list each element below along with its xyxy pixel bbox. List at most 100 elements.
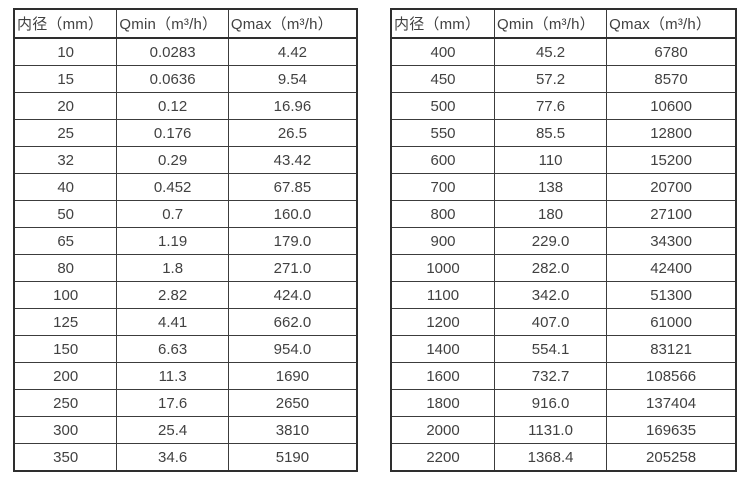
table-row: 100 2.82 424.0 — [13, 281, 358, 309]
col-header-qmin: Qmin（m³/h） — [493, 8, 608, 39]
table-row: 1800 916.0 137404 — [390, 389, 737, 417]
table-row: 550 85.5 12800 — [390, 119, 737, 147]
cell-qmin: 916.0 — [493, 389, 608, 417]
cell-inner-diameter: 250 — [13, 389, 118, 417]
cell-qmax: 424.0 — [227, 281, 358, 309]
cell-qmax: 6780 — [606, 37, 737, 66]
cell-qmin: 17.6 — [116, 389, 229, 417]
cell-qmin: 282.0 — [493, 254, 608, 282]
cell-inner-diameter: 50 — [13, 200, 118, 228]
cell-qmin: 180 — [493, 200, 608, 228]
cell-inner-diameter: 80 — [13, 254, 118, 282]
cell-inner-diameter: 125 — [13, 308, 118, 336]
cell-qmin: 85.5 — [493, 119, 608, 147]
cell-qmin: 554.1 — [493, 335, 608, 363]
table-row: 2200 1368.4 205258 — [390, 443, 737, 472]
table-body: 10 0.0283 4.42 15 0.0636 9.54 20 0.12 16.96 25 0.1… — [13, 37, 358, 472]
cell-qmax: 20700 — [606, 173, 737, 201]
cell-qmax: 42400 — [606, 254, 737, 282]
cell-qmax: 179.0 — [227, 227, 358, 255]
table-row: 250 17.6 2650 — [13, 389, 358, 417]
cell-qmin: 77.6 — [493, 92, 608, 120]
cell-inner-diameter: 25 — [13, 119, 118, 147]
col-header-qmax: Qmax（m³/h） — [227, 8, 358, 39]
table-row: 800 180 27100 — [390, 200, 737, 228]
cell-qmax: 51300 — [606, 281, 737, 309]
table-row: 700 138 20700 — [390, 173, 737, 201]
cell-inner-diameter: 100 — [13, 281, 118, 309]
table-row: 600 110 15200 — [390, 146, 737, 174]
cell-qmin: 229.0 — [493, 227, 608, 255]
table-row: 200 11.3 1690 — [13, 362, 358, 390]
col-header-inner-diameter: 内径（mm） — [13, 8, 118, 39]
cell-qmax: 662.0 — [227, 308, 358, 336]
table-row: 1200 407.0 61000 — [390, 308, 737, 336]
cell-qmin: 342.0 — [493, 281, 608, 309]
cell-inner-diameter: 1200 — [390, 308, 495, 336]
cell-qmin: 2.82 — [116, 281, 229, 309]
cell-qmin: 138 — [493, 173, 608, 201]
table-row: 450 57.2 8570 — [390, 65, 737, 93]
table-row: 500 77.6 10600 — [390, 92, 737, 120]
cell-qmin: 34.6 — [116, 443, 229, 472]
cell-inner-diameter: 10 — [13, 37, 118, 66]
cell-qmin: 57.2 — [493, 65, 608, 93]
table-row: 10 0.0283 4.42 — [13, 37, 358, 66]
cell-inner-diameter: 550 — [390, 119, 495, 147]
cell-inner-diameter: 150 — [13, 335, 118, 363]
table-row: 1000 282.0 42400 — [390, 254, 737, 282]
table-row: 50 0.7 160.0 — [13, 200, 358, 228]
cell-qmax: 83121 — [606, 335, 737, 363]
cell-inner-diameter: 2200 — [390, 443, 495, 472]
col-header-qmin: Qmin（m³/h） — [116, 8, 229, 39]
col-header-qmax: Qmax（m³/h） — [606, 8, 737, 39]
table-row: 900 229.0 34300 — [390, 227, 737, 255]
table-row: 25 0.176 26.5 — [13, 119, 358, 147]
table-row: 80 1.8 271.0 — [13, 254, 358, 282]
cell-inner-diameter: 2000 — [390, 416, 495, 444]
cell-inner-diameter: 450 — [390, 65, 495, 93]
cell-inner-diameter: 1100 — [390, 281, 495, 309]
cell-qmax: 43.42 — [227, 146, 358, 174]
table-row: 400 45.2 6780 — [390, 37, 737, 66]
cell-qmin: 1.8 — [116, 254, 229, 282]
cell-qmax: 16.96 — [227, 92, 358, 120]
table-row: 32 0.29 43.42 — [13, 146, 358, 174]
table-body: 400 45.2 6780 450 57.2 8570 500 77.6 10600 550 85.… — [390, 37, 737, 472]
cell-inner-diameter: 32 — [13, 146, 118, 174]
header-row: 内径（mm） Qmin（m³/h） Qmax（m³/h） — [390, 8, 737, 39]
cell-inner-diameter: 350 — [13, 443, 118, 472]
cell-qmin: 4.41 — [116, 308, 229, 336]
cell-qmax: 8570 — [606, 65, 737, 93]
cell-inner-diameter: 600 — [390, 146, 495, 174]
cell-inner-diameter: 700 — [390, 173, 495, 201]
cell-inner-diameter: 900 — [390, 227, 495, 255]
cell-qmax: 4.42 — [227, 37, 358, 66]
cell-qmin: 1.19 — [116, 227, 229, 255]
cell-qmin: 0.29 — [116, 146, 229, 174]
cell-qmax: 5190 — [227, 443, 358, 472]
cell-qmax: 108566 — [606, 362, 737, 390]
table-row: 1400 554.1 83121 — [390, 335, 737, 363]
cell-qmin: 1131.0 — [493, 416, 608, 444]
cell-qmax: 10600 — [606, 92, 737, 120]
cell-inner-diameter: 65 — [13, 227, 118, 255]
cell-qmin: 732.7 — [493, 362, 608, 390]
cell-qmax: 205258 — [606, 443, 737, 472]
cell-qmax: 34300 — [606, 227, 737, 255]
col-header-inner-diameter: 内径（mm） — [390, 8, 495, 39]
cell-inner-diameter: 1600 — [390, 362, 495, 390]
flow-table-large-diameters: 内径（mm） Qmin（m³/h） Qmax（m³/h） 400 45.2 6780… — [390, 8, 737, 472]
cell-qmin: 0.12 — [116, 92, 229, 120]
cell-qmax: 67.85 — [227, 173, 358, 201]
table-row: 15 0.0636 9.54 — [13, 65, 358, 93]
cell-qmin: 0.0283 — [116, 37, 229, 66]
cell-qmin: 0.7 — [116, 200, 229, 228]
cell-qmax: 27100 — [606, 200, 737, 228]
table-row: 300 25.4 3810 — [13, 416, 358, 444]
cell-inner-diameter: 40 — [13, 173, 118, 201]
table-row: 1100 342.0 51300 — [390, 281, 737, 309]
cell-qmax: 3810 — [227, 416, 358, 444]
cell-inner-diameter: 200 — [13, 362, 118, 390]
